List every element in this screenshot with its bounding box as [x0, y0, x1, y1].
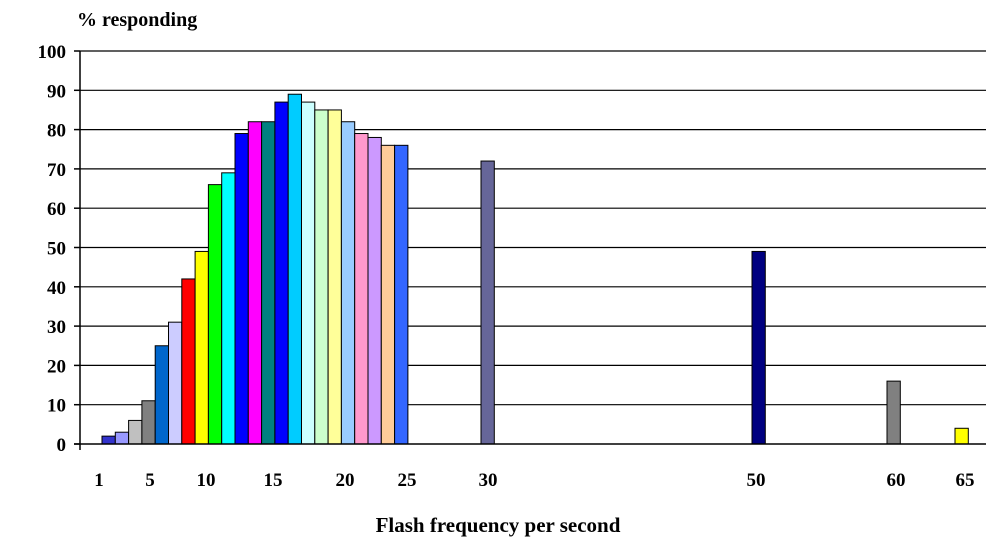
y-tick-label: 50: [47, 239, 66, 260]
bar: [380, 144, 396, 445]
y-tick-label: 100: [38, 42, 67, 63]
y-tick-label: 60: [47, 199, 66, 220]
bar: [327, 109, 342, 445]
bar: [314, 109, 329, 445]
x-tick-label: 25: [398, 470, 417, 491]
y-tick-labels: 0 10 20 30 40 50 60 70 80 90 100: [38, 42, 80, 456]
bar: [101, 435, 116, 445]
bar: [154, 345, 169, 445]
x-tick-label: 5: [145, 470, 155, 491]
bar: [221, 172, 236, 445]
y-tick-label: 20: [47, 356, 66, 377]
y-tick-label: 10: [47, 396, 66, 417]
x-axis-title: Flash frequency per second: [376, 513, 621, 537]
bar: [168, 321, 183, 445]
y-axis-title: % responding: [77, 9, 197, 31]
bar: [181, 278, 196, 445]
bar: [954, 427, 969, 445]
y-tick-label: 0: [57, 435, 67, 456]
x-tick-label: 60: [887, 470, 906, 491]
bars: [101, 93, 969, 445]
axes: [74, 51, 986, 450]
y-tick-label: 40: [47, 278, 66, 299]
bar: [194, 250, 209, 445]
bar: [886, 380, 901, 445]
x-tick-label: 15: [264, 470, 283, 491]
x-tick-label: 65: [956, 470, 975, 491]
bar: [394, 144, 409, 445]
bar: [751, 250, 766, 445]
bar: [128, 419, 143, 445]
bar: [274, 101, 289, 445]
y-tick-label: 80: [47, 121, 66, 142]
y-tick-label: 90: [47, 81, 66, 102]
bar: [141, 400, 156, 445]
x-tick-label: 10: [197, 470, 216, 491]
bar: [207, 184, 223, 445]
bar: [287, 93, 303, 445]
bar: [354, 133, 369, 445]
x-tick-label: 1: [94, 470, 104, 491]
bar: [340, 121, 356, 445]
bar: [247, 121, 263, 445]
y-tick-label: 30: [47, 317, 66, 338]
y-tick-label: 70: [47, 160, 66, 181]
bar: [114, 431, 130, 445]
bar: [367, 136, 382, 445]
bar: [261, 121, 276, 445]
x-tick-labels: 1 5 10 15 20 25 30 50 60 65: [94, 470, 974, 491]
x-tick-label: 30: [479, 470, 498, 491]
bar: [234, 133, 249, 445]
bar: [480, 160, 495, 445]
bar: [301, 101, 316, 445]
x-tick-label: 50: [747, 470, 766, 491]
x-tick-label: 20: [336, 470, 355, 491]
